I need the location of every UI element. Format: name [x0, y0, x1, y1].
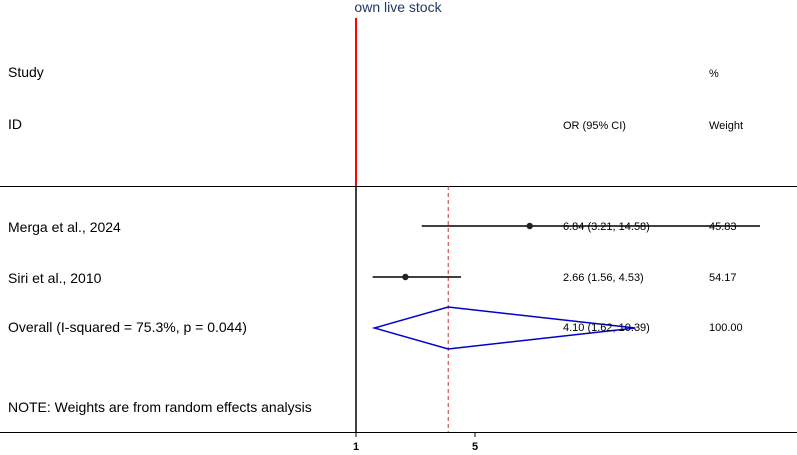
header-or-ci: OR (95% CI)	[563, 120, 626, 132]
overall-weight: 100.00	[709, 322, 743, 334]
study-or-ci: 6.84 (3.21, 14.58)	[563, 221, 650, 233]
study-label: Merga et al., 2024	[8, 219, 121, 235]
overall-label: Overall (I-squared = 75.3%, p = 0.044)	[8, 319, 247, 335]
overall-or-ci: 4.10 (1.62, 10.39)	[563, 322, 650, 334]
note-text: NOTE: Weights are from random effects an…	[8, 399, 312, 415]
study-row: Merga et al., 2024 6.84 (3.21, 14.58) 45…	[8, 219, 761, 235]
x-tick-label: 1	[353, 441, 359, 453]
study-or-ci: 2.66 (1.56, 4.53)	[563, 272, 644, 284]
study-label: Siri et al., 2010	[8, 270, 102, 286]
header-weight: Weight	[709, 120, 743, 132]
header-study: Study	[8, 64, 44, 80]
overall-diamond	[371, 306, 636, 350]
overall-row: Overall (I-squared = 75.3%, p = 0.044) 4…	[8, 306, 743, 350]
chart-title: own live stock	[354, 0, 442, 15]
study-point-estimate	[526, 222, 533, 230]
study-weight: 45.83	[709, 221, 737, 233]
study-weight: 54.17	[709, 272, 737, 284]
header-id: ID	[8, 116, 22, 132]
study-point-estimate	[402, 273, 409, 281]
study-row: Siri et al., 2010 2.66 (1.56, 4.53) 54.1…	[8, 270, 737, 286]
x-tick-label: 5	[472, 441, 478, 453]
header-weight-symbol: %	[709, 68, 719, 80]
